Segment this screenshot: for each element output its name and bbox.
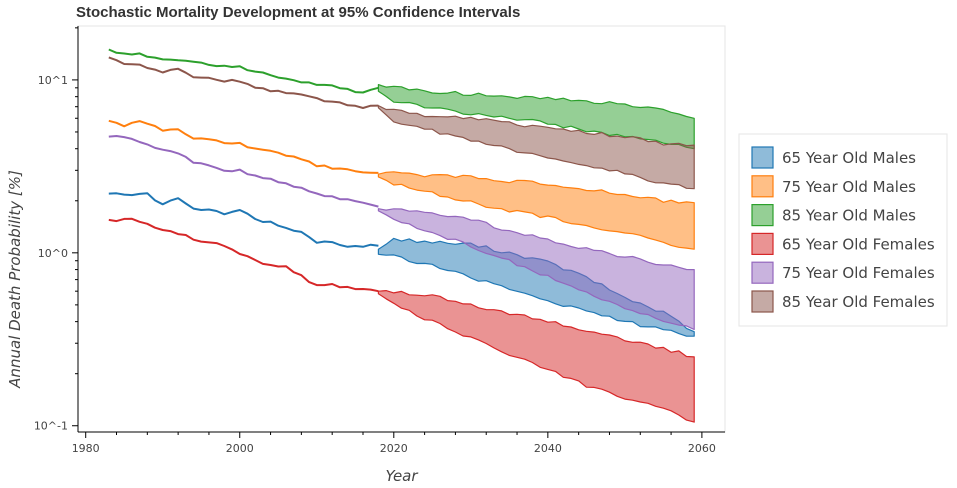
x-tick-label: 2040	[534, 442, 562, 455]
x-tick-label: 2060	[688, 442, 716, 455]
legend-swatch-75-year-old-males	[751, 175, 774, 198]
line-85-year-old-females	[108, 56, 379, 109]
line-65-year-old-females	[108, 217, 379, 293]
x-tick-label: 2000	[226, 442, 254, 455]
legend-swatch-85-year-old-males	[751, 204, 774, 227]
legend-box	[738, 133, 948, 327]
line-85-year-old-males	[108, 48, 379, 94]
band-65-year-old-females	[377, 290, 695, 423]
x-tick-label: 2020	[380, 442, 408, 455]
legend-label-75-year-old-males: 75 Year Old Males	[782, 178, 916, 196]
legend: 65 Year Old Males 75 Year Old Males 85 Yea…	[738, 133, 948, 327]
legend-label-85-year-old-females: 85 Year Old Females	[782, 293, 935, 311]
y-tick-label: 10^-1	[34, 420, 68, 433]
chart-title: Stochastic Mortality Development at 95% …	[76, 4, 520, 21]
legend-label-85-year-old-males: 85 Year Old Males	[782, 207, 916, 225]
history-lines	[108, 48, 379, 293]
line-75-year-old-males	[108, 119, 379, 174]
legend-label-65-year-old-males: 65 Year Old Males	[782, 149, 916, 167]
band-75-year-old-females	[377, 208, 695, 331]
axes: 1980 2000 2020 2040 2060 10^-1 10^0 10^1	[34, 26, 725, 455]
band-75-year-old-males	[377, 171, 695, 250]
x-axis-title: Year	[385, 467, 418, 485]
legend-swatch-65-year-old-males	[751, 146, 774, 169]
line-75-year-old-females	[108, 135, 379, 208]
y-tick-label: 10^1	[38, 74, 68, 87]
line-65-year-old-males	[108, 192, 379, 248]
x-tick-label: 1980	[72, 442, 100, 455]
legend-swatch-75-year-old-females	[751, 261, 774, 284]
confidence-bands	[377, 84, 695, 423]
y-axis-title: Annual Death Probability [%]	[6, 170, 24, 389]
legend-swatch-65-year-old-females	[751, 232, 774, 255]
band-85-year-old-females	[377, 105, 695, 190]
legend-label-75-year-old-females: 75 Year Old Females	[782, 264, 935, 282]
legend-label-65-year-old-females: 65 Year Old Females	[782, 235, 935, 253]
legend-swatch-85-year-old-females	[751, 290, 774, 313]
y-tick-label: 10^0	[38, 247, 68, 260]
